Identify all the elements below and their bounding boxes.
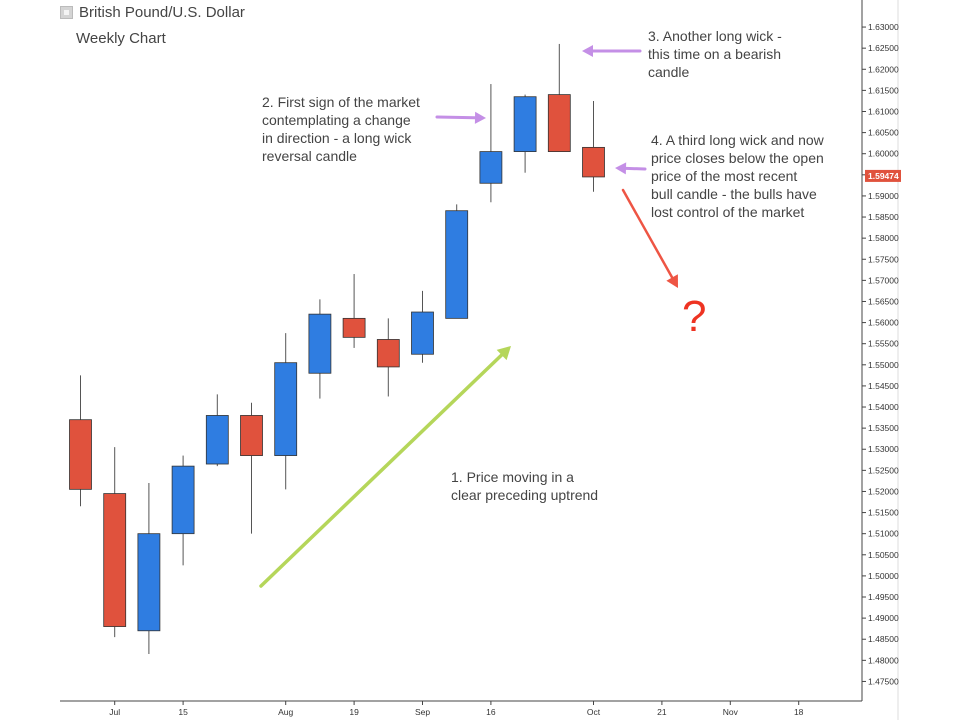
current-price-label: 1.59474 [868,171,899,181]
chart-subtitle: Weekly Chart [76,30,166,47]
question-mark: ? [682,292,707,341]
x-tick-label: 19 [349,707,359,717]
axes-layer: 1.47500 1.48000 1.48500 1.49000 1.49500 1.500… [60,0,901,720]
uptrend-arrow [259,353,504,588]
down-arrow-head [666,274,678,288]
bear-candle-body [69,419,92,490]
bull-candle-body [445,210,469,319]
y-tick-label: 1.57500 [868,254,899,264]
y-tick-label: 1.49000 [868,613,899,623]
bear-candle-body [547,94,571,153]
x-tick-label: 18 [794,707,804,717]
y-tick-label: 1.60500 [868,128,899,138]
down-arrow [621,188,674,279]
bull-candle-body [411,311,434,355]
y-tick-label: 1.55500 [868,339,899,349]
arrows-layer [259,44,678,588]
x-tick-label: 21 [657,707,667,717]
y-tick-label: 1.56000 [868,318,899,328]
note-4-arrow-head [615,162,627,175]
y-tick-label: 1.51000 [868,529,899,539]
y-tick-label: 1.52500 [868,465,899,475]
bear-candle-body [342,317,366,338]
y-tick-label: 1.50500 [868,550,899,560]
y-tick-label: 1.62500 [868,43,899,53]
y-tick-label: 1.51500 [868,508,899,518]
bull-candle-body [479,151,503,184]
y-tick-label: 1.52000 [868,486,899,496]
candles-layer [69,43,605,655]
y-tick-label: 1.53000 [868,444,899,454]
x-tick-label: 16 [486,707,496,717]
note-2-arrow [435,115,477,120]
bull-candle-body [137,533,161,632]
y-tick-label: 1.47500 [868,676,899,686]
note-3-arrow-head [582,44,593,58]
y-tick-label: 1.50000 [868,571,899,581]
y-tick-label: 1.59000 [868,191,899,201]
y-tick-label: 1.58500 [868,212,899,222]
note-2-arrow-head [474,111,486,124]
chart-header: British Pound/U.S. Dollar Weekly Chart [60,4,245,47]
annotation-1: 1. Price moving in a clear preceding upt… [451,469,599,503]
y-tick-label: 1.48000 [868,655,899,665]
y-tick-label: 1.58000 [868,233,899,243]
y-tick-label: 1.49500 [868,592,899,602]
y-tick-label: 1.53500 [868,423,899,433]
bear-candle-body [376,339,400,368]
y-tick-label: 1.60000 [868,149,899,159]
x-tick-label: Aug [278,707,293,717]
y-tick-label: 1.55000 [868,360,899,370]
bull-candle-body [205,415,229,465]
y-tick-label: 1.54500 [868,381,899,391]
bull-candle-body [171,465,195,535]
y-tick-label: 1.56500 [868,296,899,306]
bear-candle-body [582,146,605,178]
y-tick-label: 1.63000 [868,22,899,32]
x-tick-label: 15 [178,707,188,717]
current-price-tag [865,169,901,182]
bull-candle-body [308,313,332,374]
y-tick-label: 1.61000 [868,106,899,116]
annotation-3: 3. Another long wick - this time on a be… [648,28,782,80]
x-tick-label: Oct [587,707,601,717]
annotation-2: 2. First sign of the market contemplatin… [262,94,420,164]
uptrend-arrow-head [496,346,511,361]
y-tick-label: 1.62000 [868,64,899,74]
chart-title: British Pound/U.S. Dollar [79,4,245,21]
bear-candle-body [240,415,263,456]
bull-candle-body [274,362,298,456]
symbol-icon [60,6,73,19]
note-4-arrow [624,166,647,171]
y-tick-label: 1.57000 [868,275,899,285]
x-tick-label: Sep [415,707,430,717]
y-tick-label: 1.48500 [868,634,899,644]
bull-candle-body [513,96,537,152]
y-tick-label: 1.61500 [868,85,899,95]
y-tick-label: 1.54000 [868,402,899,412]
x-tick-label: Nov [723,707,739,717]
bear-candle-body [103,493,127,627]
x-tick-label: Jul [109,707,120,717]
annotation-4: 4. A third long wick and now price close… [651,132,824,220]
